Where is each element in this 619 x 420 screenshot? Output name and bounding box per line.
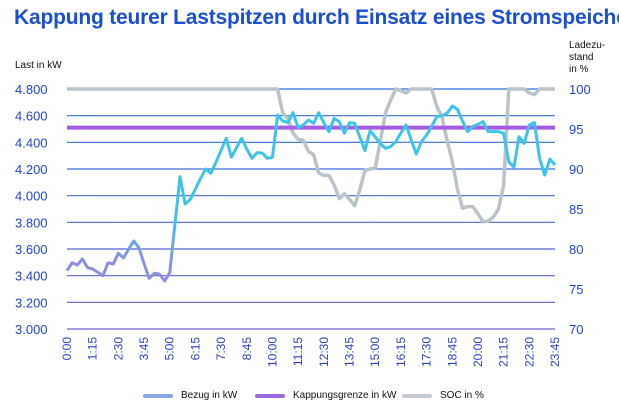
x-tick-label: 17:30 — [420, 337, 434, 367]
legend-label-bezug: Bezug in kW — [181, 390, 238, 401]
x-tick-label: 6:15 — [188, 337, 202, 361]
x-tick-label: 12:30 — [317, 337, 331, 367]
x-tick-label: 22:30 — [522, 337, 536, 367]
legend-label-kappungsgrenze: Kappungsgrenze in kW — [293, 390, 397, 401]
chart-title: Kappung teurer Lastspitzen durch Einsatz… — [14, 6, 619, 29]
legend-swatch-soc — [402, 393, 432, 398]
y-axis-label-right: Ladezu- stand in % — [569, 40, 606, 75]
y-tick-label-right: 80 — [569, 242, 583, 257]
y-tick-label-left: 3.800 — [15, 215, 48, 230]
y-tick-label-left: 4.200 — [15, 162, 48, 177]
x-tick-label: 0:00 — [60, 337, 74, 361]
x-tick-label: 5:00 — [163, 337, 177, 361]
y-axis-label-left: Last in kW — [15, 60, 62, 71]
x-tick-label: 18:45 — [445, 337, 459, 367]
x-tick-label: 8:45 — [240, 337, 254, 361]
legend-swatch-kappungsgrenze — [255, 393, 285, 398]
x-tick-label: 15:00 — [368, 337, 382, 367]
legend: Bezug in kW Kappungsgrenze in kW SOC in … — [0, 390, 619, 406]
x-tick-label: 2:30 — [111, 337, 125, 361]
x-tick-label: 21:15 — [497, 337, 511, 367]
y-tick-label-left: 3.400 — [15, 269, 48, 284]
legend-label-soc: SOC in % — [440, 390, 484, 401]
y-tick-label-left: 4.600 — [15, 109, 48, 124]
y-tick-label-left: 3.200 — [15, 295, 48, 310]
y-tick-label-left: 4.000 — [15, 189, 48, 204]
x-tick-label: 20:00 — [471, 337, 485, 367]
x-tick-label: 7:30 — [214, 337, 228, 361]
y-tick-label-left: 4.400 — [15, 135, 48, 150]
y-tick-label-right: 100 — [569, 82, 591, 97]
x-tick-label: 16:15 — [394, 337, 408, 367]
x-tick-label: 23:45 — [548, 337, 562, 367]
legend-item-soc: SOC in % — [402, 390, 484, 401]
x-tick-label: 1:15 — [86, 337, 100, 361]
x-tick-label: 13:45 — [343, 337, 357, 367]
legend-item-kappungsgrenze: Kappungsgrenze in kW — [255, 390, 396, 401]
y-tick-label-right: 90 — [569, 162, 583, 177]
legend-item-bezug: Bezug in kW — [143, 390, 237, 401]
y-tick-label-right: 85 — [569, 202, 583, 217]
y-tick-label-left: 3.600 — [15, 242, 48, 257]
legend-swatch-bezug — [143, 393, 173, 398]
x-tick-label: 10:00 — [265, 337, 279, 367]
y-tick-label-right: 70 — [569, 322, 583, 337]
y-tick-label-left: 4.800 — [15, 82, 48, 97]
series-line-soc — [67, 87, 555, 224]
series-line-bezug — [65, 104, 557, 283]
y-tick-label-right: 95 — [569, 122, 583, 137]
x-tick-label: 11:15 — [291, 337, 305, 366]
x-tick-label: 3:45 — [137, 337, 151, 361]
y-tick-label-left: 3.000 — [15, 322, 48, 337]
y-tick-label-right: 75 — [569, 282, 583, 297]
